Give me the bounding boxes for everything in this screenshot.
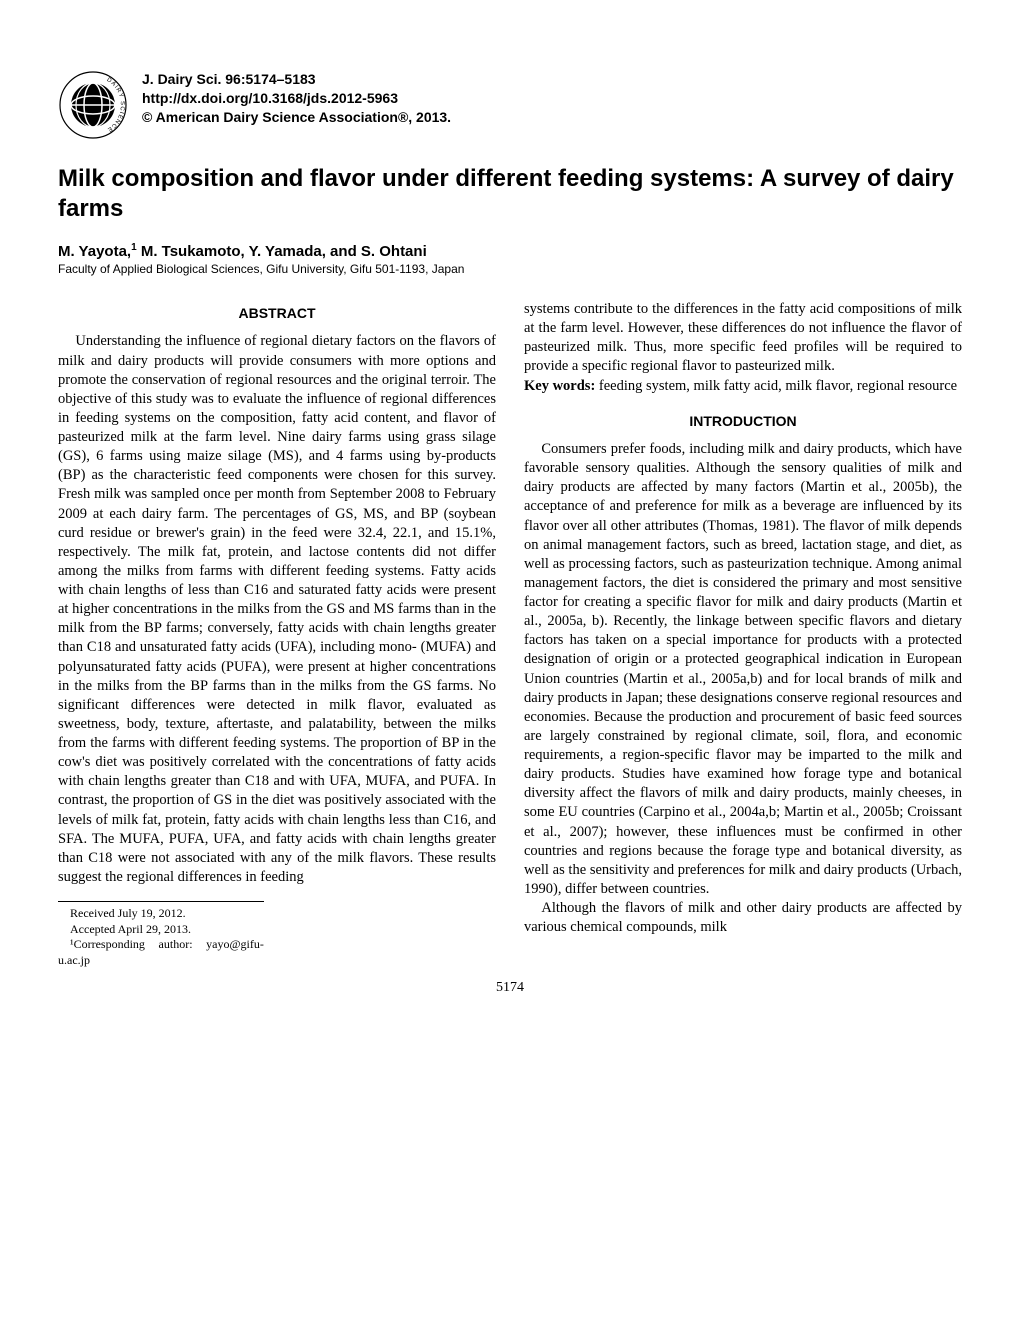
introduction-heading: INTRODUCTION	[524, 412, 962, 430]
footnote-accepted: Accepted April 29, 2013.	[58, 922, 264, 938]
abstract-text: Understanding the influence of regional …	[58, 332, 496, 887]
intro-paragraph-1: Consumers prefer foods, including milk a…	[524, 440, 962, 899]
article-title: Milk composition and flavor under differ…	[58, 164, 962, 224]
body-columns: ABSTRACT Understanding the influence of …	[58, 300, 962, 968]
intro-paragraph-2: Although the flavors of milk and other d…	[524, 899, 962, 937]
journal-header: DAIRY SCIENCE J. Dairy Sci. 96:5174–5183…	[58, 70, 962, 140]
journal-doi: http://dx.doi.org/10.3168/jds.2012-5963	[142, 89, 451, 108]
footnote-received: Received July 19, 2012.	[58, 906, 264, 922]
authors: M. Yayota,1 M. Tsukamoto, Y. Yamada, and…	[58, 242, 962, 260]
abstract-continuation: systems contribute to the differences in…	[524, 300, 962, 377]
footnotes: Received July 19, 2012. Accepted April 2…	[58, 901, 264, 968]
keywords-text: feeding system, milk fatty acid, milk fl…	[595, 378, 957, 394]
keywords: Key words: feeding system, milk fatty ac…	[524, 377, 962, 396]
journal-copyright: © American Dairy Science Association®, 2…	[142, 108, 451, 127]
footnote-corresponding: ¹Corresponding author: yayo@gifu-u.ac.jp	[58, 937, 264, 968]
keywords-label: Key words:	[524, 378, 595, 394]
abstract-heading: ABSTRACT	[58, 304, 496, 322]
journal-info: J. Dairy Sci. 96:5174–5183 http://dx.doi…	[142, 70, 451, 127]
affiliation: Faculty of Applied Biological Sciences, …	[58, 262, 962, 276]
journal-citation: J. Dairy Sci. 96:5174–5183	[142, 70, 451, 89]
journal-logo: DAIRY SCIENCE	[58, 70, 128, 140]
page-number: 5174	[58, 980, 962, 996]
